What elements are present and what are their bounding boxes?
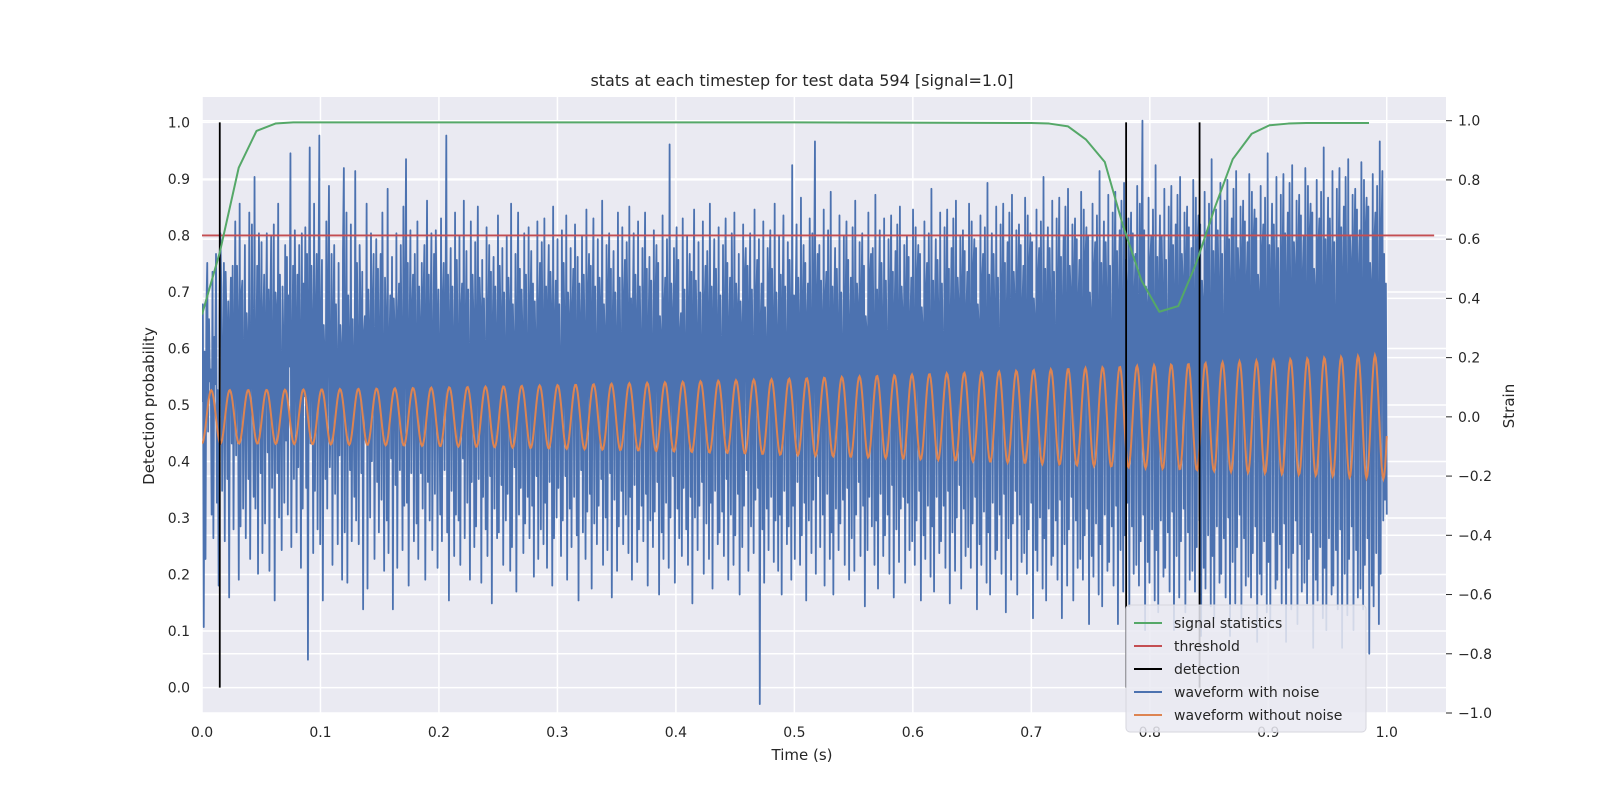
left-y-tick-label: 0.1 (168, 624, 190, 640)
right-y-tick-label: −0.2 (1458, 469, 1492, 485)
chart-title: stats at each timestep for test data 594… (590, 71, 1013, 90)
x-axis-label: Time (s) (771, 746, 833, 764)
right-y-tick-label: 0.2 (1458, 351, 1480, 367)
legend-item: detection (1134, 662, 1240, 678)
right-y-tick-label: −1.0 (1458, 706, 1492, 722)
series-signal-statistics (202, 121, 1369, 315)
legend-label: waveform with noise (1174, 685, 1319, 701)
legend-label: signal statistics (1174, 616, 1282, 632)
series-waveform-without-noise (202, 351, 1388, 483)
right-y-tick-label: −0.4 (1458, 528, 1492, 544)
legend-label: detection (1174, 662, 1240, 678)
right-y-tick-label: 0.0 (1458, 410, 1480, 426)
left-y-tick-label: 0.9 (168, 172, 190, 188)
legend-label: threshold (1174, 639, 1240, 655)
legend-label: waveform without noise (1174, 708, 1342, 724)
right-y-axis-label: Strain (1500, 384, 1518, 428)
legend-item: waveform with noise (1134, 685, 1319, 701)
x-tick-label: 1.0 (1376, 725, 1398, 741)
legend: signal statistics threshold detection wavef… (1125, 604, 1367, 733)
left-y-tick-labels: 0.0 0.1 0.2 0.3 0.4 0.5 0.6 0.7 0.8 0.9 1.0 (168, 115, 190, 696)
x-tick-label: 0.2 (428, 725, 450, 741)
x-tick-label: 0.6 (902, 725, 924, 741)
left-y-tick-label: 1.0 (168, 115, 190, 131)
right-y-tick-label: 0.6 (1458, 232, 1480, 248)
right-y-tick-labels: −1.0 −0.8 −0.6 −0.4 −0.2 0.0 0.2 0.4 0.6 0.8 1.0 (1446, 114, 1492, 722)
right-y-tick-label: −0.6 (1458, 588, 1492, 604)
left-y-axis-label: Detection probability (140, 327, 158, 485)
legend-box (1125, 604, 1367, 733)
left-y-tick-label: 0.0 (168, 681, 190, 697)
x-tick-label: 0.3 (546, 725, 568, 741)
left-y-tick-label: 0.4 (168, 455, 190, 471)
x-tick-label: 0.5 (783, 725, 805, 741)
left-y-tick-label: 0.3 (168, 511, 190, 527)
left-y-tick-label: 0.7 (168, 285, 190, 301)
legend-item: threshold (1134, 639, 1240, 655)
left-y-tick-label: 0.8 (168, 228, 190, 244)
right-y-tick-label: 0.8 (1458, 173, 1480, 189)
x-tick-label: 0.1 (309, 725, 331, 741)
x-tick-label: 0.4 (665, 725, 687, 741)
series-group (202, 119, 1435, 706)
series-layer (202, 119, 1435, 706)
x-tick-label: 0.0 (191, 725, 213, 741)
legend-item: waveform without noise (1134, 708, 1342, 724)
left-y-tick-label: 0.6 (168, 341, 190, 357)
right-y-tick-label: 0.4 (1458, 291, 1480, 307)
right-y-tick-label: −0.8 (1458, 647, 1492, 663)
right-y-tick-label: 1.0 (1458, 114, 1480, 130)
x-tick-label: 0.7 (1020, 725, 1042, 741)
legend-item: signal statistics (1134, 616, 1282, 632)
left-y-tick-label: 0.2 (168, 568, 190, 584)
left-y-tick-label: 0.5 (168, 398, 190, 414)
